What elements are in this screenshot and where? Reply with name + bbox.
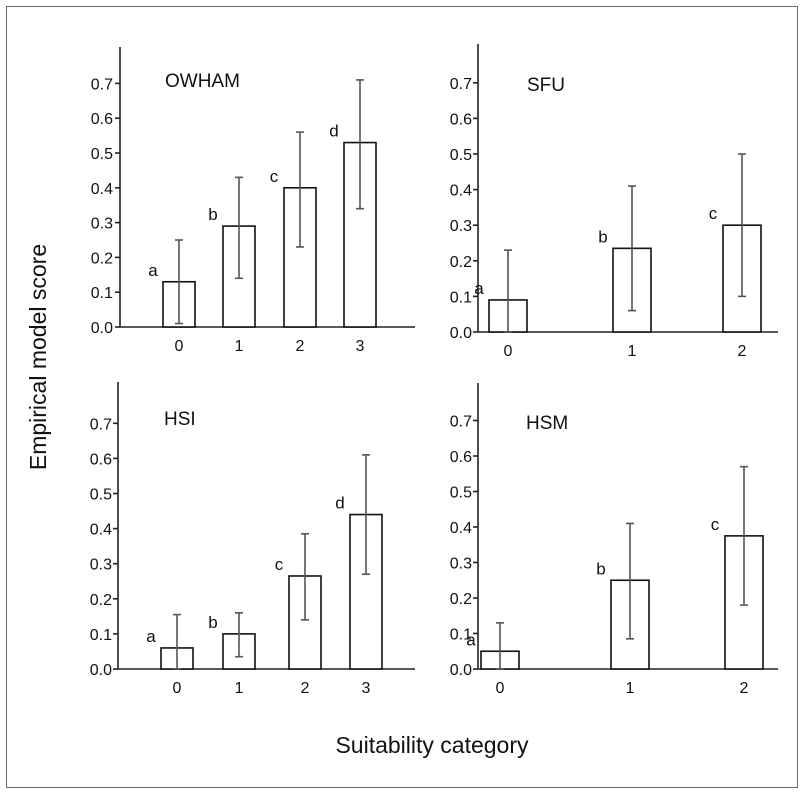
y-tick-label: 0.1 bbox=[450, 627, 472, 644]
panel-title: HSM bbox=[526, 413, 568, 434]
y-tick-label: 0.7 bbox=[91, 76, 113, 93]
y-axis-label: Empirical model score bbox=[25, 244, 51, 470]
y-tick-label: 0.4 bbox=[91, 181, 113, 198]
x-tick-label: 2 bbox=[740, 680, 749, 697]
significance-letter: a bbox=[466, 630, 476, 649]
y-tick-label: 0.5 bbox=[450, 147, 472, 164]
y-tick-label: 0.4 bbox=[450, 520, 472, 537]
x-tick-label: 0 bbox=[175, 338, 184, 355]
y-tick-label: 0.2 bbox=[450, 591, 472, 608]
y-tick-label: 0.5 bbox=[91, 146, 113, 163]
y-tick-label: 0.7 bbox=[450, 76, 472, 93]
x-tick-label: 3 bbox=[356, 338, 365, 355]
x-tick-label: 1 bbox=[235, 680, 244, 697]
y-tick-label: 0.1 bbox=[90, 627, 112, 644]
y-tick-label: 0.2 bbox=[450, 254, 472, 271]
panel-title: OWHAM bbox=[165, 71, 240, 92]
y-tick-label: 0.3 bbox=[91, 216, 113, 233]
y-tick-label: 0.6 bbox=[91, 111, 113, 128]
significance-letter: c bbox=[275, 555, 284, 574]
x-tick-label: 2 bbox=[738, 343, 747, 360]
x-tick-label: 1 bbox=[235, 338, 244, 355]
y-tick-label: 0.7 bbox=[450, 414, 472, 431]
y-tick-label: 0.0 bbox=[91, 320, 113, 337]
y-tick-label: 0.3 bbox=[450, 218, 472, 235]
significance-letter: a bbox=[146, 627, 156, 646]
x-axis-label: Suitability category bbox=[335, 732, 529, 758]
x-tick-label: 0 bbox=[504, 343, 513, 360]
significance-letter: c bbox=[270, 167, 279, 186]
x-tick-label: 3 bbox=[362, 680, 371, 697]
x-tick-label: 2 bbox=[301, 680, 310, 697]
panel-title: SFU bbox=[527, 75, 565, 96]
x-tick-label: 2 bbox=[296, 338, 305, 355]
x-tick-label: 1 bbox=[628, 343, 637, 360]
figure-frame bbox=[6, 6, 798, 788]
significance-letter: d bbox=[329, 122, 338, 141]
x-tick-label: 0 bbox=[173, 680, 182, 697]
y-tick-label: 0.4 bbox=[450, 183, 472, 200]
significance-letter: b bbox=[598, 227, 607, 246]
y-tick-label: 0.3 bbox=[90, 557, 112, 574]
panel-title: HSI bbox=[164, 409, 196, 430]
y-tick-label: 0.6 bbox=[450, 111, 472, 128]
chart-panel-4: 0.0 0.1 0.2 0.3 0.4 0.5 0.6 0.7 HSM a 0 b 1 c 2 bbox=[450, 383, 778, 697]
y-tick-label: 0.1 bbox=[91, 285, 113, 302]
significance-letter: c bbox=[709, 204, 718, 223]
y-tick-label: 0.0 bbox=[90, 662, 112, 679]
significance-letter: b bbox=[208, 205, 217, 224]
significance-letter: b bbox=[596, 559, 605, 578]
significance-letter: b bbox=[208, 613, 217, 632]
y-tick-label: 0.3 bbox=[450, 556, 472, 573]
y-tick-label: 0.7 bbox=[90, 416, 112, 433]
chart-panel-2: 0.0 0.1 0.2 0.3 0.4 0.5 0.6 0.7 SFU a 0 b 1 c 2 bbox=[450, 44, 778, 360]
y-tick-label: 0.6 bbox=[450, 449, 472, 466]
significance-letter: a bbox=[474, 279, 484, 298]
x-tick-label: 1 bbox=[626, 680, 635, 697]
y-tick-label: 0.6 bbox=[90, 451, 112, 468]
significance-letter: d bbox=[335, 494, 344, 513]
chart-panel-1: 0.0 0.1 0.2 0.3 0.4 0.5 0.6 0.7 OWHAM a 0 b 1 c 2 d 3 bbox=[91, 47, 415, 355]
y-tick-label: 0.2 bbox=[91, 250, 113, 267]
y-tick-label: 0.5 bbox=[90, 487, 112, 504]
y-tick-label: 0.1 bbox=[450, 289, 472, 306]
significance-letter: a bbox=[148, 261, 158, 280]
significance-letter: c bbox=[711, 515, 720, 534]
x-tick-label: 0 bbox=[496, 680, 505, 697]
y-tick-label: 0.5 bbox=[450, 485, 472, 502]
y-tick-label: 0.4 bbox=[90, 522, 112, 539]
y-tick-label: 0.0 bbox=[450, 325, 472, 342]
y-tick-label: 0.0 bbox=[450, 662, 472, 679]
y-tick-label: 0.2 bbox=[90, 592, 112, 609]
chart-panel-3: 0.0 0.1 0.2 0.3 0.4 0.5 0.6 0.7 HSI a 0 b 1 c 2 d 3 bbox=[90, 382, 415, 697]
